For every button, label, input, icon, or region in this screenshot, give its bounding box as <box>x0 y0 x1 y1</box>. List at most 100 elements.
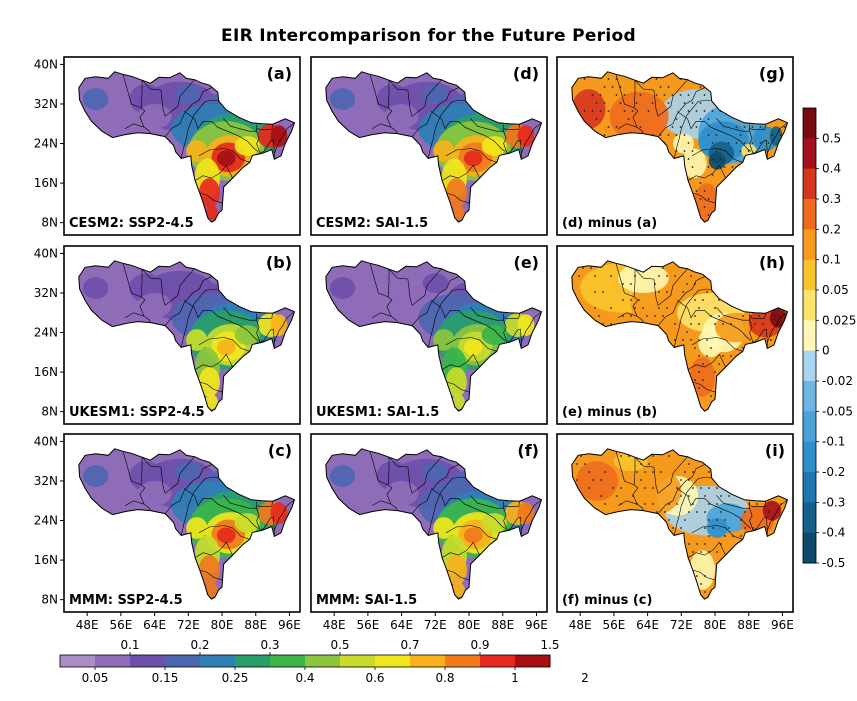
country-border <box>274 311 295 343</box>
colorbar-tick-label: -0.4 <box>822 526 845 540</box>
country-border <box>692 192 716 204</box>
colorbar-tick-label: -0.5 <box>822 556 845 570</box>
country-border <box>657 464 705 514</box>
country-border <box>503 124 520 131</box>
country-border <box>503 131 522 160</box>
map-panel-g: (g) (d) minus (a) <box>556 56 794 236</box>
colorbar-tick-label: 0.3 <box>260 638 279 652</box>
country-border <box>256 501 273 508</box>
country-border <box>141 268 195 306</box>
country-border <box>441 541 480 558</box>
country-border <box>388 79 442 117</box>
country-border <box>199 569 223 581</box>
country-border <box>223 495 257 509</box>
country-border <box>716 118 750 132</box>
panel-caption: MMM: SAI-1.5 <box>316 593 417 608</box>
figure-title: EIR Intercomparison for the Future Perio… <box>221 26 636 46</box>
country-border <box>676 488 752 529</box>
eir-colorbar: 0.05 0.15 0.25 0.4 0.6 0.8 1 2 0.1 0.2 0.3 0.5 0.7 0.… <box>59 638 589 685</box>
country-border <box>198 148 250 163</box>
lat-tick-label: 40N <box>34 434 58 448</box>
lat-tick-label: 24N <box>34 137 58 151</box>
country-border <box>632 80 644 134</box>
panel-caption: CESM2: SSP2-4.5 <box>69 216 194 231</box>
country-border <box>503 501 520 508</box>
lon-tick-label: 72E <box>670 618 693 632</box>
panel-label: (c) <box>268 441 292 460</box>
country-border <box>198 525 250 540</box>
lon-tick-label: 80E <box>704 618 727 632</box>
country-border <box>687 541 726 558</box>
country-border <box>430 488 506 529</box>
country-border <box>388 268 442 306</box>
country-border <box>687 164 726 181</box>
colorbar-swatch <box>803 381 816 412</box>
map-panel-c: 40N 32N 24N 16N 8N 48E 56E 64E 72E 80E 88E 96E (c) MM… <box>34 433 301 632</box>
map-panel-f: 48E 56E 64E 72E 80E 88E 96E (f) MMM: SAI-1.5 <box>310 433 548 632</box>
country-border <box>124 500 145 506</box>
panel-label: (a) <box>267 64 292 83</box>
country-border <box>122 74 142 109</box>
country-border <box>657 276 705 326</box>
lon-tick-label: 64E <box>390 618 413 632</box>
colorbar-tick-label: 0.4 <box>822 162 841 176</box>
lon-tick-label: 88E <box>244 618 267 632</box>
country-border <box>716 307 750 321</box>
country-border <box>470 307 504 321</box>
colorbar-swatch <box>480 655 516 667</box>
country-border <box>676 300 752 341</box>
colorbar-tick-label: -0.3 <box>822 495 845 509</box>
country-border <box>274 499 295 531</box>
map-panel-i: 48E 56E 64E 72E 80E 88E 96E (i) (f) minus (c) <box>556 433 794 632</box>
panel-label: (i) <box>765 441 785 460</box>
colorbar-swatch <box>803 168 816 200</box>
country-border <box>198 337 250 352</box>
panel-caption: (f) minus (c) <box>562 593 652 608</box>
country-border <box>634 79 688 117</box>
colorbar-tick-label: -0.05 <box>822 404 853 418</box>
country-border <box>521 499 542 531</box>
colorbar-swatch <box>445 655 481 667</box>
lon-tick-label: 96E <box>278 618 301 632</box>
panel-label: (g) <box>759 64 785 83</box>
lon-tick-label: 64E <box>143 618 166 632</box>
country-border <box>427 99 466 159</box>
lon-tick-label: 48E <box>76 618 99 632</box>
country-border <box>122 451 142 486</box>
country-border <box>386 457 398 511</box>
lon-tick-label: 48E <box>323 618 346 632</box>
colorbar-swatch <box>95 655 131 667</box>
country-border <box>521 122 542 154</box>
panel-caption: UKESM1: SSP2-4.5 <box>69 405 205 420</box>
colorbar-tick-label: 0.5 <box>822 131 841 145</box>
colorbar-swatch <box>340 655 376 667</box>
country-border <box>139 457 151 511</box>
colorbar-tick-label: 0.1 <box>120 638 139 652</box>
colorbar-swatch <box>165 655 201 667</box>
colorbar-swatch <box>803 441 816 473</box>
colorbar-swatch <box>235 655 271 667</box>
country-border <box>427 288 466 348</box>
lat-tick-label: 24N <box>34 514 58 528</box>
lon-tick-label: 96E <box>771 618 794 632</box>
country-border <box>632 457 644 511</box>
country-border <box>274 122 295 154</box>
country-border <box>183 111 259 152</box>
colorbar-tick-label: 0.15 <box>152 671 179 685</box>
country-border <box>411 87 459 137</box>
country-border <box>445 337 497 352</box>
colorbar-swatch <box>130 655 166 667</box>
colorbar-tick-label: 0.025 <box>822 313 856 327</box>
colorbar-tick-label: 0.2 <box>822 222 841 236</box>
country-border <box>180 288 219 348</box>
lon-tick-label: 48E <box>569 618 592 632</box>
colorbar-swatch <box>270 655 306 667</box>
lat-tick-label: 8N <box>41 593 58 607</box>
country-border <box>411 276 459 326</box>
map-panel-d: (d) CESM2: SAI-1.5 <box>310 56 548 236</box>
country-border <box>446 192 470 204</box>
colorbar-swatch <box>803 290 816 321</box>
country-border <box>503 320 522 349</box>
country-border <box>673 288 712 348</box>
country-border <box>124 123 145 129</box>
